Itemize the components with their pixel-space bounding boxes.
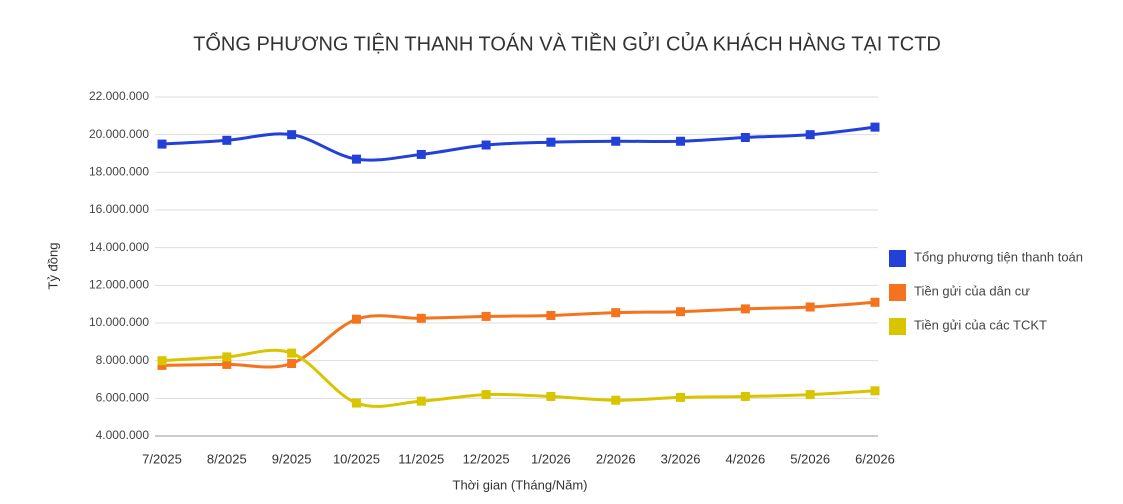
point <box>546 391 556 401</box>
point <box>222 352 232 362</box>
point <box>222 135 232 145</box>
point <box>287 130 297 140</box>
point <box>416 396 426 406</box>
point <box>481 140 491 150</box>
legend-label: Tiền gửi của các TCKT <box>914 317 1047 332</box>
point <box>416 149 426 159</box>
y-tick-label: 12.000.000 <box>89 278 149 292</box>
x-tick-label: 12/2025 <box>463 451 510 466</box>
x-axis-label: Thời gian (Tháng/Năm) <box>453 477 588 492</box>
point <box>611 136 621 146</box>
x-tick-label: 2/2026 <box>596 451 636 466</box>
point <box>676 307 686 317</box>
point <box>157 139 167 149</box>
legend-label: Tổng phương tiện thanh toán <box>914 249 1083 264</box>
series-line <box>161 348 876 408</box>
y-tick-label: 6.000.000 <box>96 391 150 405</box>
y-tick-label: 16.000.000 <box>89 202 149 216</box>
y-axis-label: Tỷ đồng <box>45 243 60 290</box>
point <box>740 132 750 142</box>
y-tick-label: 20.000.000 <box>89 127 149 141</box>
legend-swatch <box>889 284 906 301</box>
x-tick-label: 4/2026 <box>725 451 765 466</box>
point <box>805 130 815 140</box>
point <box>416 313 426 323</box>
x-tick-label: 3/2026 <box>661 451 701 466</box>
x-tick-label: 5/2026 <box>790 451 830 466</box>
point <box>611 395 621 405</box>
x-tick-label: 1/2026 <box>531 451 571 466</box>
point <box>870 122 880 132</box>
x-tick-label: 9/2025 <box>272 451 312 466</box>
x-tick-label: 8/2025 <box>207 451 247 466</box>
point <box>740 304 750 314</box>
point <box>870 297 880 307</box>
point <box>611 308 621 318</box>
x-tick-label: 6/2026 <box>855 451 895 466</box>
point <box>351 154 361 164</box>
y-tick-label: 18.000.000 <box>89 165 149 179</box>
x-tick-label: 10/2025 <box>333 451 380 466</box>
series-line <box>161 125 876 162</box>
legend-label: Tiền gửi của dân cư <box>914 283 1030 298</box>
point <box>287 348 297 358</box>
point <box>351 398 361 408</box>
point <box>676 136 686 146</box>
y-tick-label: 22.000.000 <box>89 89 149 103</box>
point <box>157 356 167 366</box>
point <box>805 302 815 312</box>
point <box>222 359 232 369</box>
point <box>287 358 297 368</box>
y-tick-label: 10.000.000 <box>89 315 149 329</box>
point <box>870 386 880 396</box>
chart-title: TỔNG PHƯƠNG TIỆN THANH TOÁN VÀ TIỀN GỬI … <box>193 31 941 55</box>
y-tick-label: 14.000.000 <box>89 240 149 254</box>
point <box>157 360 167 370</box>
point <box>481 311 491 321</box>
y-tick-label: 8.000.000 <box>96 353 150 367</box>
point <box>740 391 750 401</box>
point <box>676 392 686 402</box>
point <box>481 390 491 400</box>
legend-swatch <box>889 250 906 267</box>
y-tick-label: 4.000.000 <box>96 428 150 442</box>
point <box>546 137 556 147</box>
x-tick-label: 11/2025 <box>398 451 444 466</box>
series-line <box>161 300 876 369</box>
legend-swatch <box>889 318 906 335</box>
point <box>805 390 815 400</box>
x-tick-label: 7/2025 <box>142 451 182 466</box>
point <box>546 310 556 320</box>
point <box>351 314 361 324</box>
